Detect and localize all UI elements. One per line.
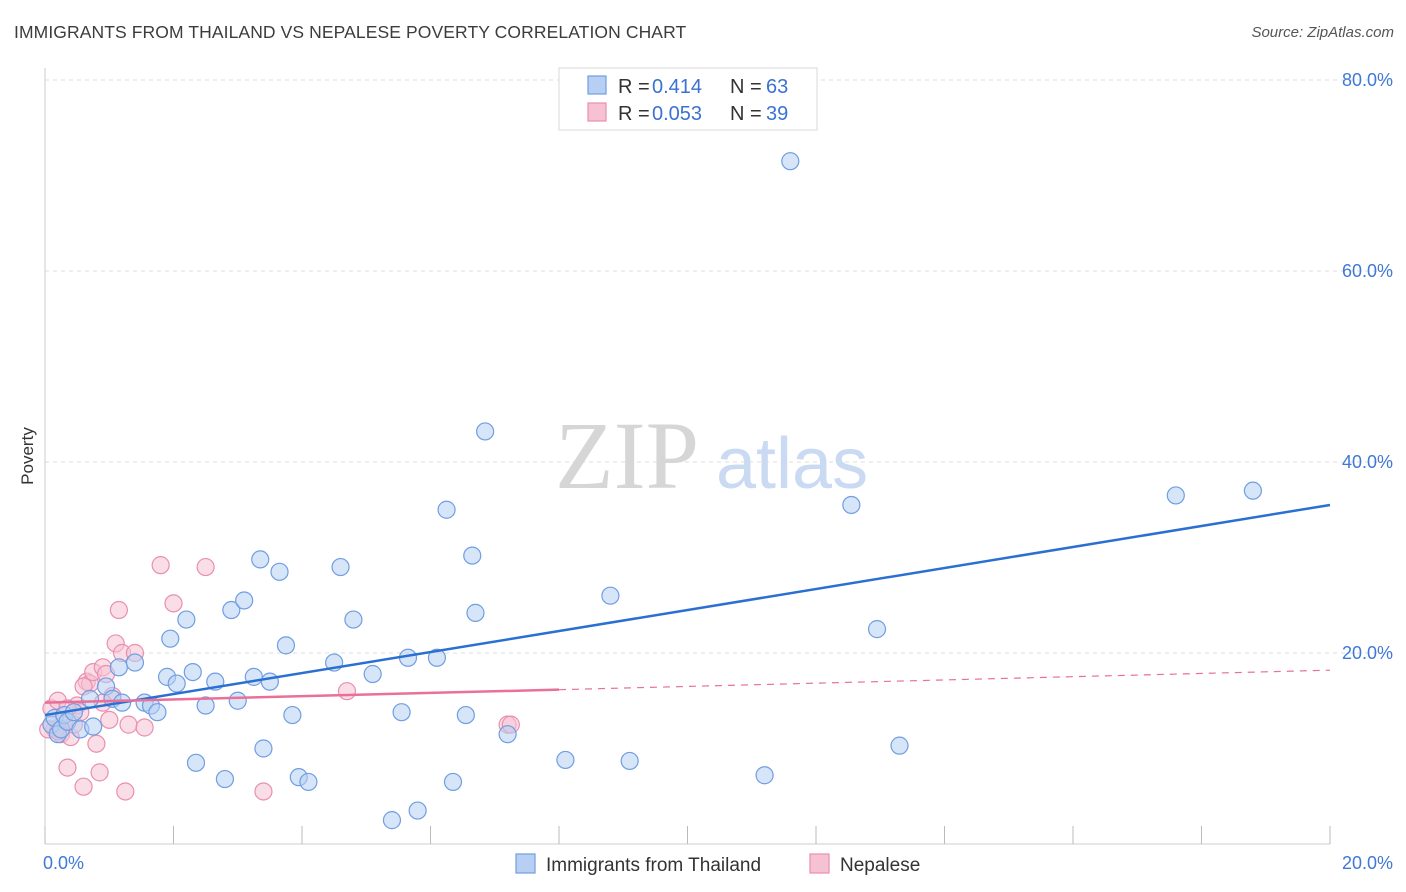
thailand-point: [1243, 481, 1263, 500]
bottom-legend-label-nepalese: Nepalese: [840, 855, 920, 876]
legend-n-label-1: N =: [730, 103, 762, 125]
thailand-point: [186, 753, 206, 772]
nepalese-point: [116, 782, 135, 801]
thailand-point: [161, 629, 180, 648]
legend-n-label-0: N =: [730, 76, 762, 98]
nepalese-point: [74, 777, 93, 796]
watermark-zip: ZIP: [555, 402, 699, 509]
bottom-legend: Immigrants from Thailand Nepalese: [515, 853, 920, 876]
legend-n-value-0: 63: [766, 76, 788, 98]
bottom-legend-swatch-nepalese: [809, 853, 830, 874]
nepalese-point: [337, 682, 357, 701]
y-tick-label: 40.0%: [1342, 452, 1393, 472]
thailand-point: [466, 603, 485, 622]
thailand-point: [177, 610, 196, 629]
thailand-point: [109, 658, 128, 677]
thailand-point: [463, 546, 482, 565]
thailand-point: [890, 736, 909, 755]
thailand-point: [84, 717, 103, 736]
legend-r-label-1: R =: [618, 103, 650, 125]
tick-labels: 20.0% 40.0% 60.0% 80.0% 0.0% 20.0%: [43, 70, 1393, 873]
thailand-point: [408, 801, 427, 820]
nepalese-point: [196, 557, 215, 577]
thailand-point: [867, 620, 887, 639]
legend-r-value-1: 0.053: [652, 103, 702, 125]
nepalese-point: [90, 763, 109, 782]
legend-swatch-blue: [587, 75, 607, 95]
thailand-point: [344, 610, 363, 629]
thailand-point: [443, 772, 463, 792]
thailand-point: [755, 766, 774, 785]
nepalese-point: [135, 718, 154, 737]
nepalese-point: [151, 556, 170, 575]
thailand-point: [1166, 486, 1185, 505]
thailand-point: [254, 739, 273, 758]
thailand-point: [781, 152, 800, 171]
thailand-point: [620, 751, 639, 771]
thailand-point: [215, 769, 234, 789]
legend-r-label-0: R =: [618, 76, 650, 98]
nepalese-point: [164, 594, 183, 613]
thailand-point: [222, 600, 241, 620]
y-tick-label: 80.0%: [1342, 70, 1393, 90]
thailand-point: [270, 562, 289, 581]
thailand-point: [456, 705, 475, 725]
thailand-point: [601, 586, 620, 605]
x-tick-label-min: 0.0%: [43, 853, 84, 873]
thailand-point: [196, 696, 215, 715]
legend-n-value-1: 39: [766, 103, 788, 125]
thailand-point: [498, 725, 517, 744]
trend-line-nepalese-dashed: [558, 669, 1331, 691]
thailand-point: [437, 500, 456, 519]
chart-title: IMMIGRANTS FROM THAILAND VS NEPALESE POV…: [14, 22, 687, 42]
thailand-point: [276, 636, 296, 655]
x-tick-label-max: 20.0%: [1342, 853, 1393, 873]
nepalese-point: [58, 758, 77, 777]
watermark-atlas: atlas: [716, 424, 868, 504]
thailand-point: [228, 691, 247, 710]
thailand-point: [80, 689, 100, 708]
thailand-point: [183, 662, 202, 682]
y-tick-label: 20.0%: [1342, 643, 1393, 663]
y-axis-label: Poverty: [18, 427, 37, 485]
thailand-point: [148, 703, 167, 722]
series-thailand-points: [42, 152, 1263, 830]
bottom-legend-swatch-thailand: [515, 853, 536, 874]
thailand-point: [382, 811, 402, 830]
trend-lines: [44, 503, 1331, 717]
nepalese-point: [100, 710, 119, 729]
thailand-point: [331, 557, 350, 577]
nepalese-point: [119, 715, 138, 734]
trend-line-thailand: [44, 503, 1331, 717]
gridlines: [45, 79, 1392, 654]
series-nepalese-points: [39, 556, 520, 801]
thailand-point: [842, 495, 861, 515]
thailand-point: [363, 664, 382, 684]
thailand-point: [167, 674, 186, 693]
thailand-point: [476, 422, 495, 441]
thailand-point: [260, 672, 279, 691]
watermark: ZIP atlas: [555, 402, 868, 509]
legend-r-value-0: 0.414: [652, 76, 702, 98]
bottom-legend-label-thailand: Immigrants from Thailand: [546, 855, 761, 876]
nepalese-point: [254, 782, 273, 801]
trend-line-nepalese: [44, 688, 560, 704]
nepalese-point: [109, 600, 128, 620]
thailand-point: [283, 705, 302, 725]
source-label: Source: ZipAtlas.com: [1251, 24, 1394, 41]
thailand-point: [299, 772, 318, 792]
thailand-point: [235, 591, 254, 610]
y-tick-label: 60.0%: [1342, 261, 1393, 281]
legend: R = 0.414 N = 63 R = 0.053 N = 39: [558, 67, 818, 131]
legend-swatch-pink: [587, 102, 607, 122]
thailand-point: [125, 653, 145, 672]
nepalese-point: [87, 734, 106, 753]
thailand-point: [392, 703, 411, 722]
thailand-point: [251, 550, 270, 569]
thailand-point: [427, 648, 447, 667]
thailand-point: [556, 750, 575, 770]
